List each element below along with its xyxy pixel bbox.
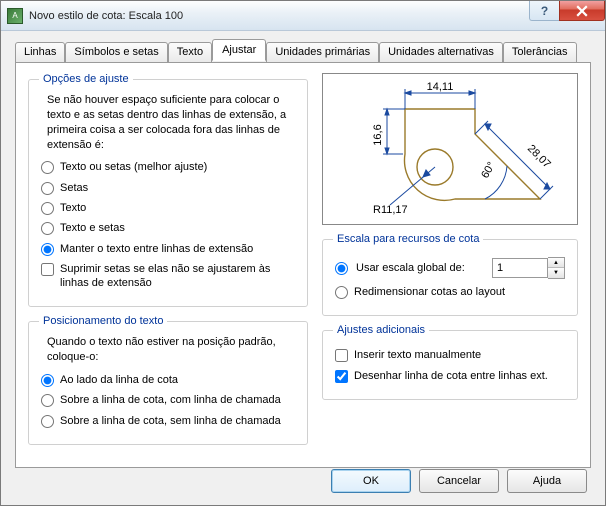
radio-fit-4[interactable]: [41, 243, 54, 256]
tab-unidades-alternativas[interactable]: Unidades alternativas: [379, 42, 503, 63]
scale-spin-up[interactable]: ▲: [548, 258, 564, 268]
tab-strip: LinhasSímbolos e setasTextoAjustarUnidad…: [15, 41, 591, 63]
scale-spin-down[interactable]: ▼: [548, 268, 564, 278]
close-window-button[interactable]: [559, 1, 605, 21]
checkbox-suppress-arrows-label[interactable]: Suprimir setas se elas não se ajustarem …: [60, 262, 295, 291]
radio-fit-3[interactable]: [41, 222, 54, 235]
svg-text:60°: 60°: [479, 160, 498, 180]
radio-placement-1[interactable]: [41, 394, 54, 407]
tab-toler-ncias[interactable]: Tolerâncias: [503, 42, 577, 63]
legend-finetune: Ajustes adicionais: [333, 324, 429, 336]
tab-ajustar[interactable]: Ajustar: [212, 39, 266, 61]
radio-placement-0[interactable]: [41, 374, 54, 387]
tab-linhas[interactable]: Linhas: [15, 42, 65, 63]
legend-text-placement: Posicionamento do texto: [39, 315, 167, 327]
radio-placement-2-label[interactable]: Sobre a linha de cota, sem linha de cham…: [60, 414, 281, 428]
app-icon: A: [7, 8, 23, 24]
dialog-buttons: OK Cancelar Ajuda: [331, 469, 587, 493]
radio-fit-0-label[interactable]: Texto ou setas (melhor ajuste): [60, 160, 207, 174]
svg-text:16,6: 16,6: [372, 124, 384, 145]
svg-text:14,11: 14,11: [427, 81, 454, 93]
dimension-preview: 14,11 16,6 28,07 R11,17 60°: [322, 73, 578, 225]
radio-fit-3-label[interactable]: Texto e setas: [60, 221, 125, 235]
tab-panel-ajustar: Opções de ajuste Se não houver espaço su…: [15, 62, 591, 468]
global-scale-field: ▲ ▼: [492, 257, 565, 279]
tab-s-mbolos-e-setas[interactable]: Símbolos e setas: [65, 42, 167, 63]
titlebar: A Novo estilo de cota: Escala 100 ?: [1, 1, 605, 31]
checkbox-finetune-0[interactable]: [335, 349, 348, 362]
checkbox-finetune-1[interactable]: [335, 370, 348, 383]
radio-fit-2[interactable]: [41, 202, 54, 215]
legend-fit-options: Opções de ajuste: [39, 73, 133, 85]
group-text-placement: Posicionamento do texto Quando o texto n…: [28, 315, 308, 445]
text-placement-description: Quando o texto não estiver na posição pa…: [47, 335, 289, 365]
group-finetune: Ajustes adicionais Inserir texto manualm…: [322, 324, 578, 400]
client-area: LinhasSímbolos e setasTextoAjustarUnidad…: [1, 31, 605, 505]
radio-use-global-scale[interactable]: [335, 262, 348, 275]
radio-fit-4-label[interactable]: Manter o texto entre linhas de extensão: [60, 242, 253, 256]
global-scale-input[interactable]: [492, 258, 548, 278]
radio-fit-2-label[interactable]: Texto: [60, 201, 86, 215]
checkbox-finetune-1-label[interactable]: Desenhar linha de cota entre linhas ext.: [354, 369, 548, 383]
tab-unidades-prim-rias[interactable]: Unidades primárias: [266, 42, 379, 63]
help-window-button[interactable]: ?: [529, 1, 559, 21]
cancel-button[interactable]: Cancelar: [419, 469, 499, 493]
fit-description: Se não houver espaço suficiente para col…: [47, 93, 289, 152]
tab-texto[interactable]: Texto: [168, 42, 212, 63]
radio-scale-to-layout-label[interactable]: Redimensionar cotas ao layout: [354, 285, 505, 299]
radio-fit-1-label[interactable]: Setas: [60, 181, 88, 195]
radio-fit-1[interactable]: [41, 182, 54, 195]
radio-placement-0-label[interactable]: Ao lado da linha de cota: [60, 373, 178, 387]
group-scale: Escala para recursos de cota Usar escala…: [322, 233, 578, 316]
radio-placement-2[interactable]: [41, 415, 54, 428]
window-title: Novo estilo de cota: Escala 100: [29, 10, 529, 22]
legend-scale: Escala para recursos de cota: [333, 233, 483, 245]
svg-text:28,07: 28,07: [525, 143, 553, 171]
help-button[interactable]: Ajuda: [507, 469, 587, 493]
ok-button[interactable]: OK: [331, 469, 411, 493]
window-buttons: ?: [529, 1, 605, 30]
radio-fit-0[interactable]: [41, 161, 54, 174]
group-fit-options: Opções de ajuste Se não houver espaço su…: [28, 73, 308, 307]
checkbox-finetune-0-label[interactable]: Inserir texto manualmente: [354, 348, 481, 362]
radio-scale-to-layout[interactable]: [335, 286, 348, 299]
svg-text:R11,17: R11,17: [373, 204, 408, 216]
checkbox-suppress-arrows[interactable]: [41, 263, 54, 276]
radio-use-global-scale-label[interactable]: Usar escala global de:: [356, 261, 465, 275]
radio-placement-1-label[interactable]: Sobre a linha de cota, com linha de cham…: [60, 393, 281, 407]
dialog-window: A Novo estilo de cota: Escala 100 ? Linh…: [0, 0, 606, 506]
